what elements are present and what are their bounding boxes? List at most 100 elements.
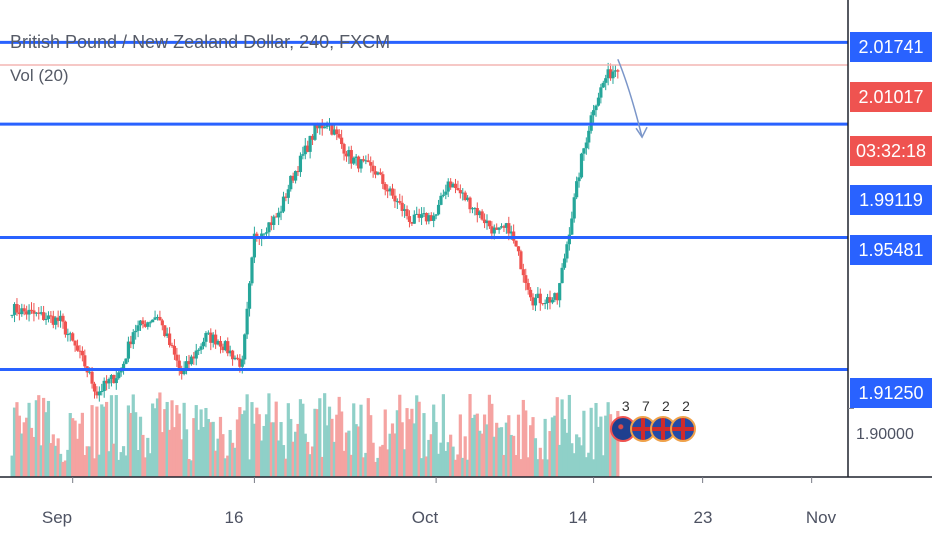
volume-bar — [449, 434, 453, 477]
candle-body — [107, 379, 111, 384]
volume-bar — [20, 433, 24, 477]
candle-body — [342, 144, 346, 154]
candle-body — [158, 316, 162, 321]
candle-body — [56, 317, 60, 321]
volume-indicator-label[interactable]: Vol (20) — [10, 66, 69, 85]
volume-bar — [616, 410, 620, 477]
volume-bar — [260, 440, 264, 477]
volume-bar — [158, 392, 162, 477]
candle-body — [230, 350, 235, 360]
candle-body — [310, 135, 315, 140]
candle-body — [267, 222, 271, 233]
volume-bar — [32, 436, 36, 477]
volume-bar — [182, 402, 186, 477]
volume-bar — [109, 395, 114, 477]
volume-bar — [310, 446, 315, 477]
volume-bar — [95, 406, 99, 477]
candle-body — [386, 189, 390, 192]
volume-bar — [92, 458, 97, 477]
annotation-arrow[interactable] — [617, 58, 648, 139]
candle-body — [533, 297, 538, 306]
volume-bar — [269, 422, 273, 477]
volume-bar — [577, 437, 581, 477]
volume-bar — [209, 422, 213, 477]
candle-body — [155, 316, 160, 318]
event-marker[interactable]: 7 — [629, 398, 660, 458]
candle-body — [478, 211, 482, 216]
volume-bar — [124, 455, 128, 477]
event-marker[interactable]: 2 — [670, 398, 700, 458]
candle-body — [376, 172, 380, 175]
volume-bar — [344, 432, 349, 477]
candle-body — [61, 315, 65, 322]
volume-bar — [37, 395, 41, 477]
volume-bar — [560, 399, 564, 477]
candle-body — [458, 190, 462, 194]
candle-body — [497, 227, 501, 230]
volume-bar — [58, 453, 63, 477]
volume-bar — [415, 395, 419, 477]
volume-bar — [575, 434, 579, 477]
candle-body — [138, 320, 143, 326]
candle-body — [330, 124, 334, 135]
volume-bar — [165, 401, 169, 477]
candle-body — [548, 297, 552, 303]
candle-body — [112, 375, 116, 384]
level-tag-1-95481: 1.95481 — [850, 235, 932, 265]
volume-bar — [485, 424, 489, 477]
volume-bar — [446, 442, 450, 477]
candle-body — [470, 208, 475, 210]
candle-body — [15, 304, 19, 313]
x-tick-23: 23 — [693, 508, 713, 527]
volume-bar — [153, 408, 157, 477]
volume-bar — [117, 459, 121, 477]
candle-body — [446, 181, 450, 192]
volume-bar — [46, 400, 51, 477]
x-tick-marks — [72, 407, 854, 483]
candle-body — [141, 320, 145, 325]
volume-bar — [383, 409, 387, 477]
candle-body — [37, 312, 41, 314]
candle-body — [289, 175, 293, 190]
candle-body — [291, 175, 295, 181]
volume-bar — [168, 429, 172, 477]
event-count: 7 — [641, 398, 650, 414]
volume-bar — [342, 450, 346, 477]
event-marker[interactable]: 2 — [650, 398, 680, 458]
candle-body — [545, 297, 550, 304]
horizontal-levels[interactable] — [0, 40, 848, 371]
x-tick-sep: Sep — [41, 508, 73, 527]
candle-body — [366, 160, 370, 163]
volume-bar — [264, 414, 269, 477]
candle-body — [49, 315, 53, 317]
candle-body — [596, 97, 601, 106]
candle-body — [429, 215, 433, 221]
candle-body — [223, 341, 227, 351]
candle-body — [168, 333, 172, 346]
candle-body — [243, 334, 247, 360]
volume-bar — [490, 403, 494, 477]
candle-body — [172, 345, 177, 355]
candle-body — [80, 350, 84, 356]
volume-bar — [323, 393, 327, 477]
candle-body — [301, 154, 305, 156]
candle-body — [361, 159, 366, 161]
candle-body — [73, 340, 77, 346]
candle-body — [587, 130, 591, 143]
uk-flag-icon — [670, 416, 697, 442]
volume-bar — [482, 414, 487, 477]
volume-bar — [42, 397, 46, 477]
candle-body — [492, 227, 496, 234]
candle-body — [584, 142, 588, 149]
candle-body — [298, 155, 303, 173]
volume-bar — [388, 433, 392, 477]
volume-bar — [514, 455, 518, 477]
volume-bar — [107, 451, 111, 477]
candle-body — [281, 196, 286, 212]
event-marker[interactable]: 3 — [609, 398, 640, 458]
candle-body — [247, 283, 252, 309]
candle-body — [575, 181, 579, 198]
volume-bar — [284, 458, 288, 477]
